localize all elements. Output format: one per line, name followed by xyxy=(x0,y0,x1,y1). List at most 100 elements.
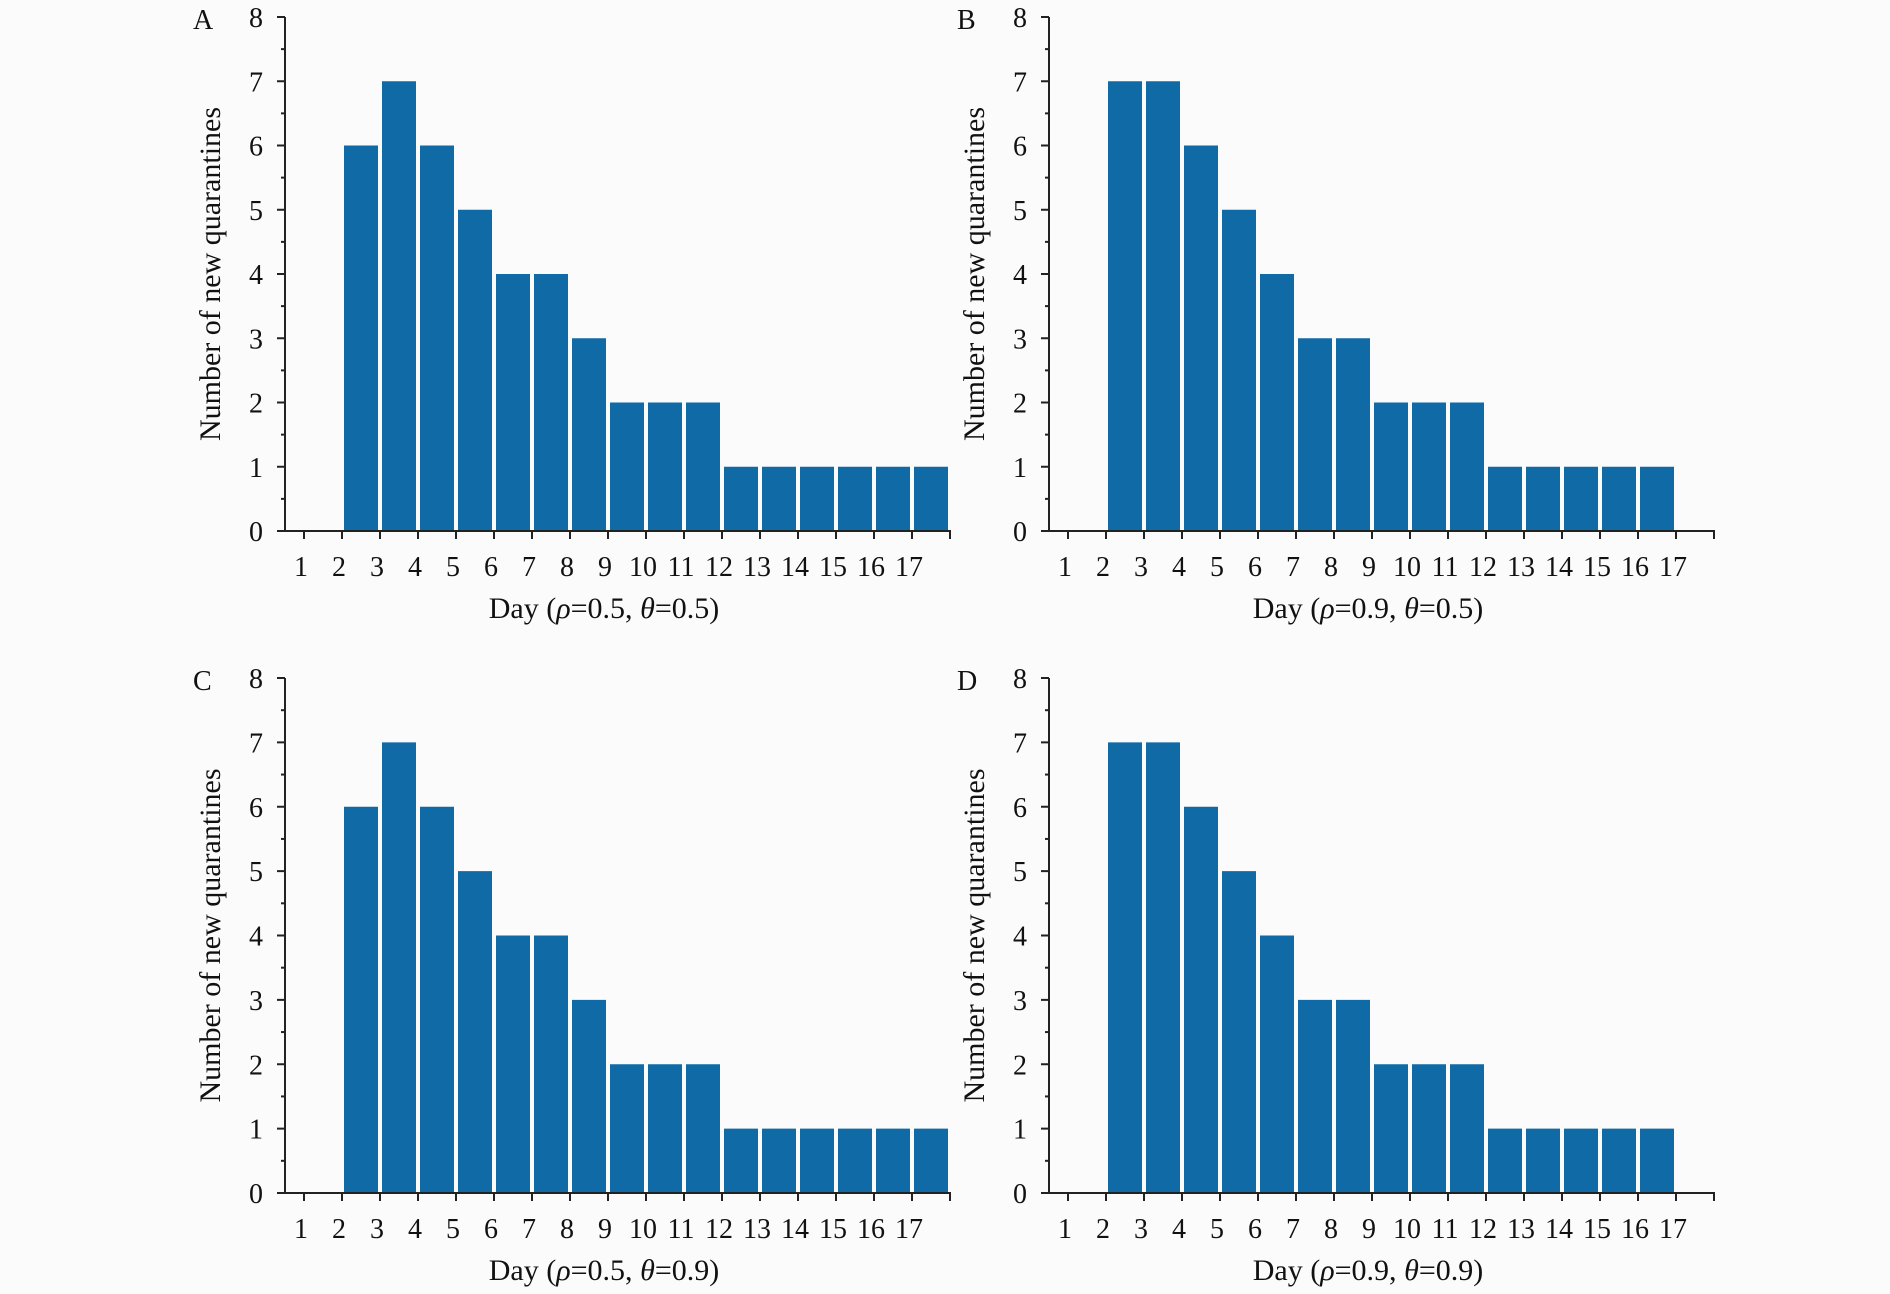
x-tick-label-12: 12 xyxy=(1469,552,1497,583)
x-tick-label-1: 1 xyxy=(294,552,308,583)
bar-a-day-14 xyxy=(800,466,834,531)
panel-letter: A xyxy=(193,5,214,36)
x-axis-title: Day (ρ=0.5, θ=0.5) xyxy=(489,592,719,625)
y-tick-label: 7 xyxy=(1013,67,1027,98)
bar-d-day-4 xyxy=(1184,806,1218,1193)
x-tick-label-14: 14 xyxy=(1545,552,1573,583)
bar-c-day-15 xyxy=(838,1128,872,1193)
y-tick-label: 4 xyxy=(1013,922,1027,953)
x-tick-label-8: 8 xyxy=(560,1214,574,1245)
bar-b-day-16 xyxy=(1640,466,1674,531)
x-axis-title: Day (ρ=0.9, θ=0.9) xyxy=(1253,1254,1483,1287)
bar-a-day-5 xyxy=(458,209,492,531)
x-tick-label-17: 17 xyxy=(895,1214,923,1245)
y-tick-label: 4 xyxy=(249,260,263,291)
bar-b-day-9 xyxy=(1374,402,1408,531)
x-tick-label-3: 3 xyxy=(370,552,384,583)
bar-b-day-13 xyxy=(1526,466,1560,531)
bar-b-day-3 xyxy=(1146,81,1180,531)
bar-d-day-13 xyxy=(1526,1128,1560,1193)
bar-b-day-6 xyxy=(1260,274,1294,531)
bar-c-day-9 xyxy=(610,1064,644,1193)
y-tick-label: 8 xyxy=(1013,3,1027,34)
x-tick-label-13: 13 xyxy=(743,552,771,583)
x-tick-label-8: 8 xyxy=(560,552,574,583)
y-tick-label: 1 xyxy=(1013,453,1027,484)
x-tick-label-4: 4 xyxy=(408,552,422,583)
bar-d-day-6 xyxy=(1260,935,1294,1193)
x-tick-label-2: 2 xyxy=(1096,1214,1110,1245)
x-tick-label-9: 9 xyxy=(1362,552,1376,583)
x-tick-label-6: 6 xyxy=(1248,1214,1262,1245)
bar-a-day-12 xyxy=(724,466,758,531)
x-tick-label-14: 14 xyxy=(781,552,809,583)
y-tick-label: 6 xyxy=(1013,793,1027,824)
x-tick-label-4: 4 xyxy=(1172,552,1186,583)
y-tick-label: 8 xyxy=(249,664,263,695)
x-tick-label-12: 12 xyxy=(705,1214,733,1245)
y-tick-label: 1 xyxy=(249,1115,263,1146)
x-tick-label-13: 13 xyxy=(1507,1214,1535,1245)
x-tick-label-6: 6 xyxy=(484,552,498,583)
x-tick-label-7: 7 xyxy=(1286,552,1300,583)
y-tick-label: 2 xyxy=(1013,389,1027,420)
x-tick-label-9: 9 xyxy=(1362,1214,1376,1245)
bar-d-day-3 xyxy=(1146,742,1180,1193)
y-tick-label: 3 xyxy=(249,986,263,1017)
x-tick-label-8: 8 xyxy=(1324,552,1338,583)
y-tick-label: 8 xyxy=(249,3,263,34)
bar-b-day-4 xyxy=(1184,145,1218,531)
x-tick-label-16: 16 xyxy=(1621,1214,1649,1245)
bar-b-day-12 xyxy=(1488,466,1522,531)
y-tick-label: 2 xyxy=(1013,1050,1027,1081)
bar-c-day-12 xyxy=(724,1128,758,1193)
bar-d-day-16 xyxy=(1640,1128,1674,1193)
y-tick-label: 2 xyxy=(249,389,263,420)
x-tick-label-10: 10 xyxy=(1393,552,1421,583)
y-tick-label: 4 xyxy=(1013,260,1027,291)
bar-a-day-13 xyxy=(762,466,796,531)
x-tick-label-14: 14 xyxy=(781,1214,809,1245)
y-tick-label: 1 xyxy=(1013,1115,1027,1146)
x-tick-label-6: 6 xyxy=(1248,552,1262,583)
bar-b-day-8 xyxy=(1336,338,1370,531)
y-axis-title: Number of new quarantines xyxy=(958,107,991,441)
y-tick-label: 3 xyxy=(1013,324,1027,355)
bar-c-day-6 xyxy=(496,935,530,1193)
x-tick-label-15: 15 xyxy=(819,1214,847,1245)
y-tick-label: 0 xyxy=(1013,1179,1027,1210)
y-tick-label: 2 xyxy=(249,1050,263,1081)
y-tick-label: 6 xyxy=(249,132,263,163)
x-tick-label-3: 3 xyxy=(1134,552,1148,583)
x-tick-label-4: 4 xyxy=(1172,1214,1186,1245)
bar-b-day-2 xyxy=(1108,81,1142,531)
y-tick-label: 5 xyxy=(249,857,263,888)
bar-d-day-10 xyxy=(1412,1064,1446,1193)
x-tick-label-11: 11 xyxy=(668,552,695,583)
y-tick-label: 7 xyxy=(249,67,263,98)
x-tick-label-11: 11 xyxy=(1432,552,1459,583)
y-tick-label: 3 xyxy=(1013,986,1027,1017)
y-axis-title: Number of new quarantines xyxy=(194,107,227,441)
y-tick-label: 4 xyxy=(249,922,263,953)
bar-a-day-9 xyxy=(610,402,644,531)
bar-b-day-15 xyxy=(1602,466,1636,531)
bar-c-day-3 xyxy=(382,742,416,1193)
x-tick-label-3: 3 xyxy=(370,1214,384,1245)
x-tick-label-4: 4 xyxy=(408,1214,422,1245)
y-tick-label: 1 xyxy=(249,453,263,484)
y-axis-title: Number of new quarantines xyxy=(958,768,991,1102)
y-tick-label: 5 xyxy=(1013,196,1027,227)
bar-c-day-13 xyxy=(762,1128,796,1193)
x-tick-label-10: 10 xyxy=(629,1214,657,1245)
x-tick-label-8: 8 xyxy=(1324,1214,1338,1245)
bar-c-day-8 xyxy=(572,999,606,1193)
x-tick-label-13: 13 xyxy=(743,1214,771,1245)
x-tick-label-5: 5 xyxy=(446,552,460,583)
bar-c-day-11 xyxy=(686,1064,720,1193)
bar-a-day-7 xyxy=(534,274,568,531)
